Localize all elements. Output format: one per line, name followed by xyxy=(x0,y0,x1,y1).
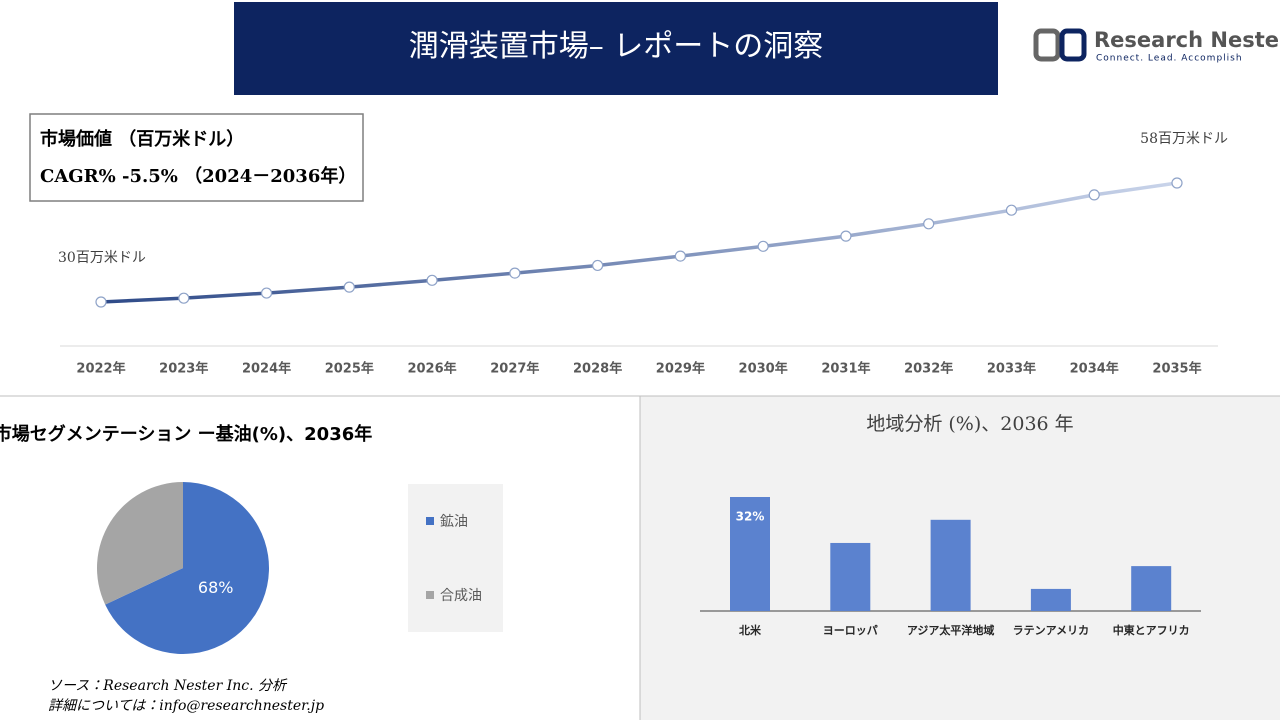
header-title: 潤滑装置市場– レポートの洞察 xyxy=(409,29,824,64)
x-tick-label: 2034年 xyxy=(1070,361,1119,377)
point xyxy=(1088,189,1100,201)
x-tick-label: 2025年 xyxy=(325,361,374,377)
bar xyxy=(1131,566,1172,611)
value-label: 32% xyxy=(736,510,765,524)
point xyxy=(426,274,438,286)
point xyxy=(1171,177,1183,189)
legend-swatch xyxy=(426,517,434,525)
point xyxy=(840,230,852,242)
x-tick-label: アジア太平洋地域 xyxy=(907,623,995,637)
x-tick-label: 2029年 xyxy=(656,361,705,377)
x-tick-label: 2026年 xyxy=(407,361,456,377)
legend-swatch xyxy=(426,591,434,599)
x-tick-label: 2033年 xyxy=(987,361,1036,377)
point xyxy=(260,287,273,299)
pie-slice xyxy=(105,482,269,654)
x-tick-label: 北米 xyxy=(739,623,762,637)
x-tick-label: ヨーロッパ xyxy=(823,624,878,637)
logo-icon xyxy=(1033,28,1061,62)
x-tick-label: ラテンアメリカ xyxy=(1013,624,1089,637)
point xyxy=(178,292,190,304)
point xyxy=(1005,204,1018,216)
logo-name: Research Nester xyxy=(1094,28,1280,52)
line xyxy=(100,181,1178,304)
x-tick-label: 2031年 xyxy=(821,361,870,377)
point xyxy=(95,296,107,308)
point xyxy=(757,240,769,252)
line-subtitle: CAGR% -5.5% （2024－2036年） xyxy=(40,165,356,187)
x-tick-label: 2027年 xyxy=(490,361,539,377)
pie-title: 市場セグメンテーション ー基油(%)、2036年 xyxy=(0,423,372,445)
pie-slice xyxy=(96,482,183,605)
bar-title: 地域分析 (%)、2036 年 xyxy=(866,413,1073,435)
logo-icon xyxy=(1059,28,1087,62)
x-tick-label: 2030年 xyxy=(739,361,788,377)
bar xyxy=(830,542,871,611)
x-tick-label: 2022年 xyxy=(76,361,125,377)
point xyxy=(674,250,686,262)
info-box xyxy=(29,113,364,202)
legend-label: 合成油 xyxy=(440,588,482,604)
x-tick-label: 中東とアフリカ xyxy=(1113,623,1190,637)
x-tick-label: 2035年 xyxy=(1152,361,1201,377)
bar xyxy=(730,497,770,611)
bar xyxy=(930,519,971,611)
logo: Research Nester Connect. Lead. Accomplis… xyxy=(1033,28,1280,64)
point xyxy=(923,218,935,230)
x-tick-label: 2032年 xyxy=(904,361,953,377)
point xyxy=(343,281,355,293)
value-label: 30百万米ドル xyxy=(58,250,146,266)
header-box xyxy=(234,2,998,95)
legend-box xyxy=(408,484,503,632)
source: ソース：Research Nester Inc. 分析 xyxy=(48,678,288,694)
point xyxy=(509,267,521,279)
bar xyxy=(1030,588,1071,611)
x-tick-label: 2024年 xyxy=(242,361,291,377)
point xyxy=(592,259,604,272)
line-title: 市場価値 （百万米ドル） xyxy=(40,128,244,150)
value-label: 58百万米ドル xyxy=(1140,131,1228,147)
logo-tagline: Connect. Lead. Accomplish xyxy=(1096,54,1243,64)
source: 詳細については：info@researchnester.jp xyxy=(48,698,324,714)
x-tick-label: 2023年 xyxy=(159,361,208,377)
legend-label: 鉱油 xyxy=(440,514,468,530)
x-tick-label: 2028年 xyxy=(573,361,622,377)
value-label: 68% xyxy=(198,578,234,597)
